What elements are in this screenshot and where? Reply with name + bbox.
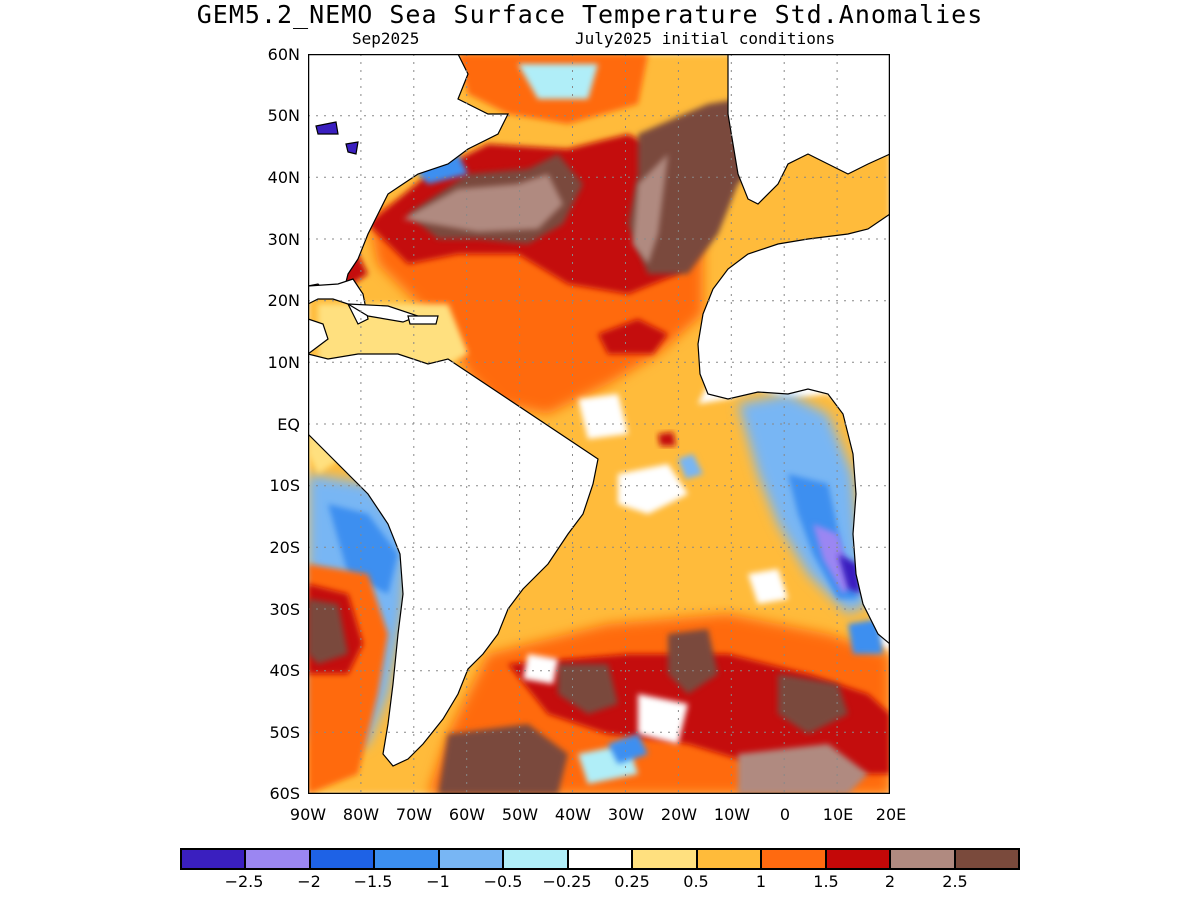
lat-label-40s: 40S (269, 661, 300, 680)
map-frame (308, 54, 890, 794)
lat-label-40n: 40N (267, 168, 300, 187)
lon-label-80w: 80W (342, 805, 380, 824)
colorbar-box (955, 850, 1019, 868)
lat-label-60n: 60N (267, 45, 300, 64)
colorbar-label: 2 (884, 872, 896, 891)
land-masses (308, 54, 890, 767)
colorbar-label: −1.5 (353, 872, 393, 891)
colorbar-box (633, 850, 698, 868)
sst-anomaly-map (308, 54, 890, 794)
init-conditions-label: July2025 initial conditions (575, 29, 836, 48)
map-canvas (308, 54, 890, 794)
lat-label-10n: 10N (267, 353, 300, 372)
lon-label-30w: 30W (607, 805, 645, 824)
colorbar-box (439, 850, 505, 868)
colorbar-label: 1 (755, 872, 767, 891)
lat-label-30n: 30N (267, 230, 300, 249)
valid-month-label: Sep2025 (352, 29, 420, 48)
colorbar-box (375, 850, 440, 868)
colorbar-box (826, 850, 892, 868)
colorbar-label: 1.5 (813, 872, 839, 891)
colorbar-label: 2.5 (942, 872, 968, 891)
colorbar-box (310, 850, 376, 868)
lat-label-50s: 50S (269, 723, 300, 742)
lon-label-40w: 40W (554, 805, 592, 824)
colorbar-box (182, 850, 247, 868)
lat-label-20s: 20S (269, 538, 300, 557)
lat-label-60s: 60S (269, 784, 300, 803)
lon-label-10w: 10W (713, 805, 751, 824)
colorbar-box (762, 850, 827, 868)
lat-label-20n: 20N (267, 291, 300, 310)
colorbar-box (568, 850, 634, 868)
lon-label-20w: 20W (660, 805, 698, 824)
colorbar-label: 0.5 (683, 872, 709, 891)
lat-label-10s: 10S (269, 476, 300, 495)
graticule (308, 54, 890, 794)
colorbar (180, 848, 1020, 870)
lon-label-90w: 90W (289, 805, 327, 824)
colorbar-label: −0.25 (542, 872, 592, 891)
lon-label-20e: 20E (875, 805, 907, 824)
lat-label-50n: 50N (267, 106, 300, 125)
lon-label-10e: 10E (822, 805, 854, 824)
colorbar-label: −2 (297, 872, 321, 891)
lon-label-60w: 60W (448, 805, 486, 824)
lon-label-70w: 70W (395, 805, 433, 824)
lat-label-eq: EQ (277, 415, 300, 434)
lat-label-30s: 30S (269, 600, 300, 619)
colorbar-label: 0.25 (614, 872, 650, 891)
colorbar-box (697, 850, 763, 868)
lon-label-50w: 50W (501, 805, 539, 824)
chart-title: GEM5.2_NEMO Sea Surface Temperature Std.… (196, 0, 984, 29)
colorbar-label: −1 (426, 872, 450, 891)
colorbar-label: −0.5 (483, 872, 523, 891)
colorbar-label: −2.5 (224, 872, 264, 891)
colorbar-box (891, 850, 956, 868)
lon-label-0: 0 (779, 805, 791, 824)
colorbar-box (246, 850, 311, 868)
colorbar-box (504, 850, 569, 868)
